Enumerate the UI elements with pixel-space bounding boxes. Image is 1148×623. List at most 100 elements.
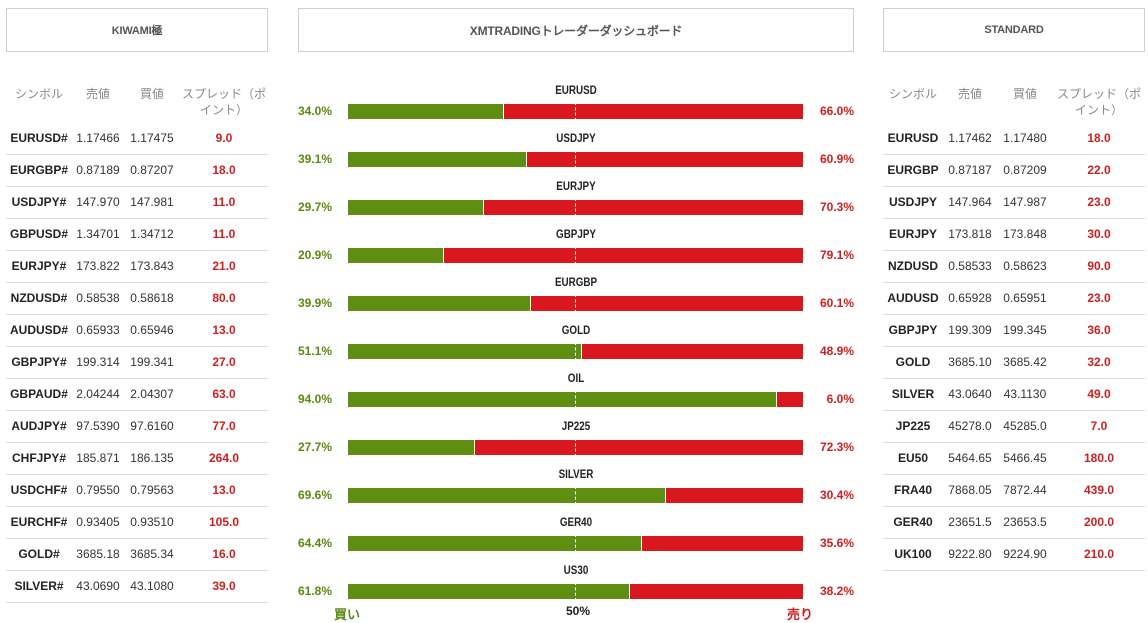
bid-cell: 3685.10 bbox=[943, 346, 997, 379]
sentiment-row-jp225: JP225 27.7% 72.3% bbox=[298, 416, 854, 464]
sentiment-bar bbox=[348, 102, 803, 121]
sell-percent: 60.1% bbox=[819, 296, 854, 310]
spread-cell: 439.0 bbox=[1053, 474, 1145, 507]
symbol-cell: GBPUSD# bbox=[6, 218, 72, 251]
symbol-cell: GER40 bbox=[883, 506, 943, 539]
table-row: GOLD# 3685.18 3685.34 16.0 bbox=[6, 538, 268, 571]
bar-symbol: GOLD bbox=[561, 323, 591, 337]
buy-percent: 39.9% bbox=[298, 296, 333, 310]
midpoint-line bbox=[575, 486, 576, 505]
bar-divider bbox=[526, 152, 527, 167]
spread-cell: 264.0 bbox=[180, 442, 268, 475]
bar-symbol: EURGBP bbox=[554, 275, 598, 289]
ask-cell: 5466.45 bbox=[997, 442, 1053, 475]
ask-cell: 199.341 bbox=[124, 346, 180, 379]
table-row: NZDUSD 0.58533 0.58623 90.0 bbox=[883, 250, 1145, 283]
buy-percent: 29.7% bbox=[298, 200, 333, 214]
bid-cell: 173.822 bbox=[72, 250, 124, 283]
bid-cell: 9222.80 bbox=[943, 538, 997, 571]
table-row: AUDUSD# 0.65933 0.65946 13.0 bbox=[6, 314, 268, 347]
spread-cell: 180.0 bbox=[1053, 442, 1145, 475]
table-row: GBPAUD# 2.04244 2.04307 63.0 bbox=[6, 378, 268, 411]
spread-cell: 77.0 bbox=[180, 410, 268, 443]
midpoint-line bbox=[575, 534, 576, 553]
ask-cell: 1.17480 bbox=[997, 122, 1053, 155]
bar-divider bbox=[641, 536, 642, 551]
bid-cell: 0.58538 bbox=[72, 282, 124, 315]
ask-cell: 43.1130 bbox=[997, 378, 1053, 411]
spread-cell: 80.0 bbox=[180, 282, 268, 315]
buy-fill bbox=[348, 152, 526, 167]
ask-cell: 0.93510 bbox=[124, 506, 180, 539]
table-row: SILVER# 43.0690 43.1080 39.0 bbox=[6, 570, 268, 603]
symbol-cell: EURGBP bbox=[883, 154, 943, 187]
ask-cell: 0.87207 bbox=[124, 154, 180, 187]
sell-percent: 35.6% bbox=[819, 536, 854, 550]
ask-cell: 2.04307 bbox=[124, 378, 180, 411]
buy-fill bbox=[348, 536, 641, 551]
table-row: NZDUSD# 0.58538 0.58618 80.0 bbox=[6, 282, 268, 315]
buy-fill bbox=[348, 104, 503, 119]
sentiment-bar bbox=[348, 534, 803, 553]
symbol-cell: FRA40 bbox=[883, 474, 943, 507]
bar-divider bbox=[581, 344, 582, 359]
bar-divider bbox=[503, 104, 504, 119]
buy-percent: 20.9% bbox=[298, 248, 333, 262]
sell-percent: 48.9% bbox=[819, 344, 854, 358]
kiwami-panel-title: KIWAMI極 bbox=[6, 8, 268, 52]
ask-cell: 0.58623 bbox=[997, 250, 1053, 283]
bid-cell: 199.309 bbox=[943, 314, 997, 347]
bar-symbol: SILVER bbox=[558, 467, 594, 481]
symbol-cell: NZDUSD# bbox=[6, 282, 72, 315]
midpoint-line bbox=[575, 198, 576, 217]
table-row: GBPJPY 199.309 199.345 36.0 bbox=[883, 314, 1145, 347]
bid-cell: 0.58533 bbox=[943, 250, 997, 283]
col-symbol: シンボル bbox=[14, 87, 63, 101]
midpoint-line bbox=[575, 582, 576, 601]
dashboard-title: XMTRADINGトレーダーダッシュボード bbox=[298, 8, 854, 52]
bid-cell: 147.970 bbox=[72, 186, 124, 219]
bid-cell: 147.964 bbox=[943, 186, 997, 219]
sentiment-bar bbox=[348, 294, 803, 313]
midpoint-line bbox=[575, 438, 576, 457]
sentiment-row-eurjpy: EURJPY 29.7% 70.3% bbox=[298, 176, 854, 224]
bid-cell: 0.65933 bbox=[72, 314, 124, 347]
bar-symbol: GER40 bbox=[559, 515, 593, 529]
buy-fill bbox=[348, 440, 474, 455]
symbol-cell: USDJPY bbox=[883, 186, 943, 219]
spread-cell: 18.0 bbox=[1053, 122, 1145, 155]
bid-cell: 0.93405 bbox=[72, 506, 124, 539]
symbol-cell: EURCHF# bbox=[6, 506, 72, 539]
bid-cell: 185.871 bbox=[72, 442, 124, 475]
spread-cell: 23.0 bbox=[1053, 186, 1145, 219]
spread-cell: 30.0 bbox=[1053, 218, 1145, 251]
ask-cell: 97.6160 bbox=[124, 410, 180, 443]
bid-cell: 1.34701 bbox=[72, 218, 124, 251]
bid-cell: 97.5390 bbox=[72, 410, 124, 443]
spread-cell: 13.0 bbox=[180, 474, 268, 507]
table-row: EURUSD# 1.17466 1.17475 9.0 bbox=[6, 122, 268, 155]
bid-cell: 23651.5 bbox=[943, 506, 997, 539]
midpoint-line bbox=[575, 246, 576, 265]
table-row: EURJPY 173.818 173.848 30.0 bbox=[883, 218, 1145, 251]
symbol-cell: AUDUSD bbox=[883, 282, 943, 315]
ask-cell: 186.135 bbox=[124, 442, 180, 475]
buy-fill bbox=[348, 200, 483, 215]
fifty-percent-marker: 50% bbox=[566, 604, 591, 618]
table-row: AUDJPY# 97.5390 97.6160 77.0 bbox=[6, 410, 268, 443]
buy-percent: 39.1% bbox=[298, 152, 333, 166]
spread-cell: 16.0 bbox=[180, 538, 268, 571]
bar-divider bbox=[443, 248, 444, 263]
sentiment-row-gold: GOLD 51.1% 48.9% bbox=[298, 320, 854, 368]
symbol-cell: JP225 bbox=[883, 410, 943, 443]
table-row: JP225 45278.0 45285.0 7.0 bbox=[883, 410, 1145, 443]
bid-cell: 1.17462 bbox=[943, 122, 997, 155]
ask-cell: 45285.0 bbox=[997, 410, 1053, 443]
table-row: CHFJPY# 185.871 186.135 264.0 bbox=[6, 442, 268, 475]
sell-percent: 38.2% bbox=[819, 584, 854, 598]
spread-cell: 23.0 bbox=[1053, 282, 1145, 315]
bid-cell: 43.0690 bbox=[72, 570, 124, 603]
ask-cell: 173.848 bbox=[997, 218, 1053, 251]
col-ask: 買値 bbox=[139, 87, 164, 101]
bid-cell: 1.17466 bbox=[72, 122, 124, 155]
